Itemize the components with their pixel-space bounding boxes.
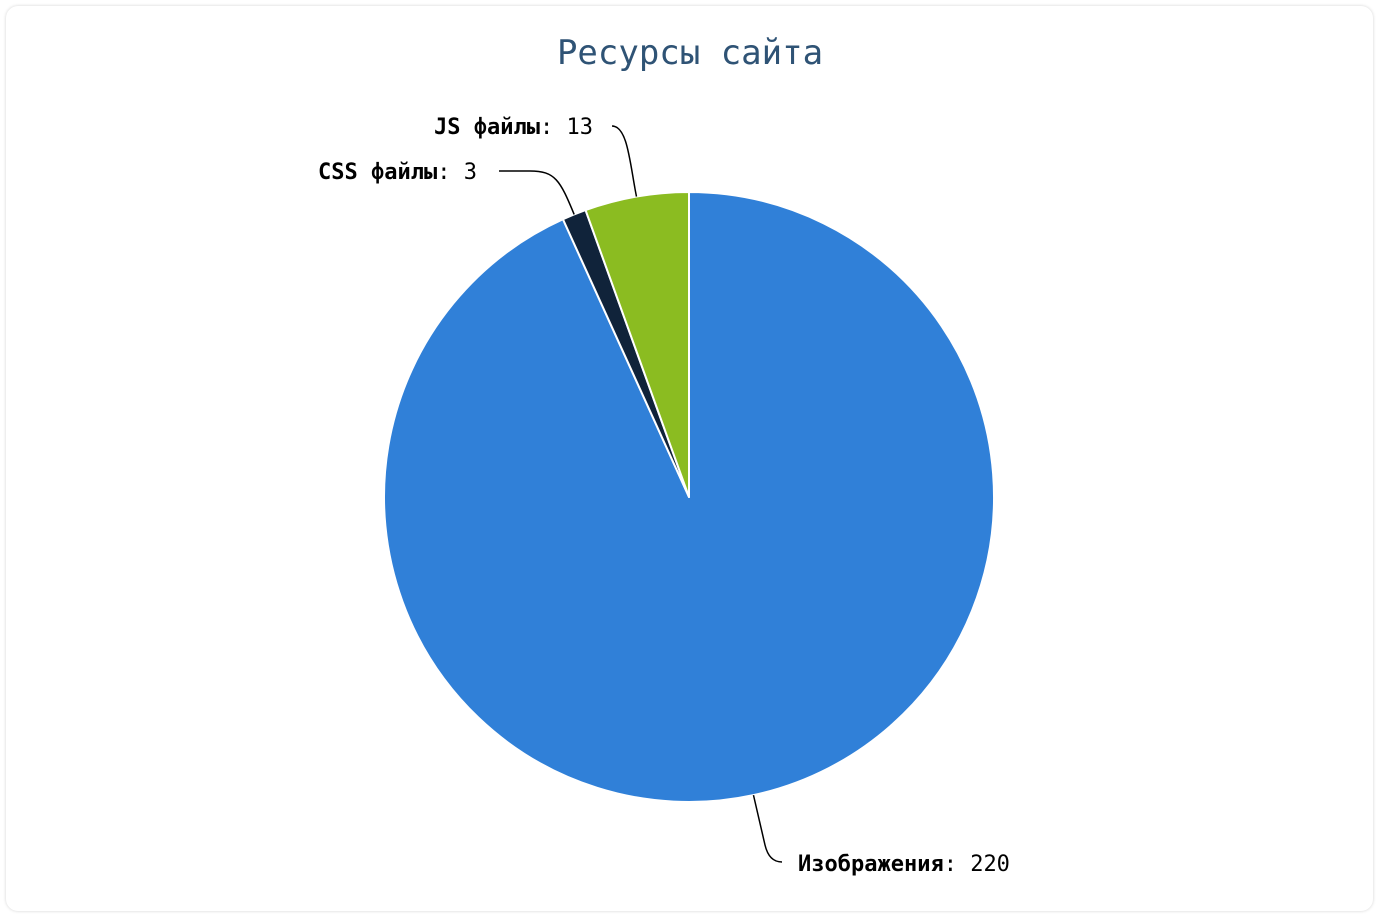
chart-title: Ресурсы сайта xyxy=(557,33,823,73)
label-connectors xyxy=(499,125,783,863)
data-label-name: Изображения xyxy=(798,852,944,877)
connector-line-1 xyxy=(752,794,783,863)
data-label-value: : 13 xyxy=(540,115,593,140)
data-label-name: JS файлы xyxy=(434,115,540,140)
data-label-2: CSS файлы: 3 xyxy=(318,160,477,185)
data-label-3: JS файлы: 13 xyxy=(434,115,593,140)
data-label-1: Изображения: 220 xyxy=(798,852,1010,877)
data-labels: Изображения: 220 CSS файлы: 3 JS файлы: 13 xyxy=(318,115,1010,877)
connector-line-3 xyxy=(611,125,638,197)
data-label-value: : 220 xyxy=(944,852,1010,877)
connector-line-2 xyxy=(499,170,575,215)
data-label-name: CSS файлы xyxy=(318,160,437,185)
pie-slices xyxy=(382,191,995,803)
data-label-value: : 3 xyxy=(437,160,477,185)
